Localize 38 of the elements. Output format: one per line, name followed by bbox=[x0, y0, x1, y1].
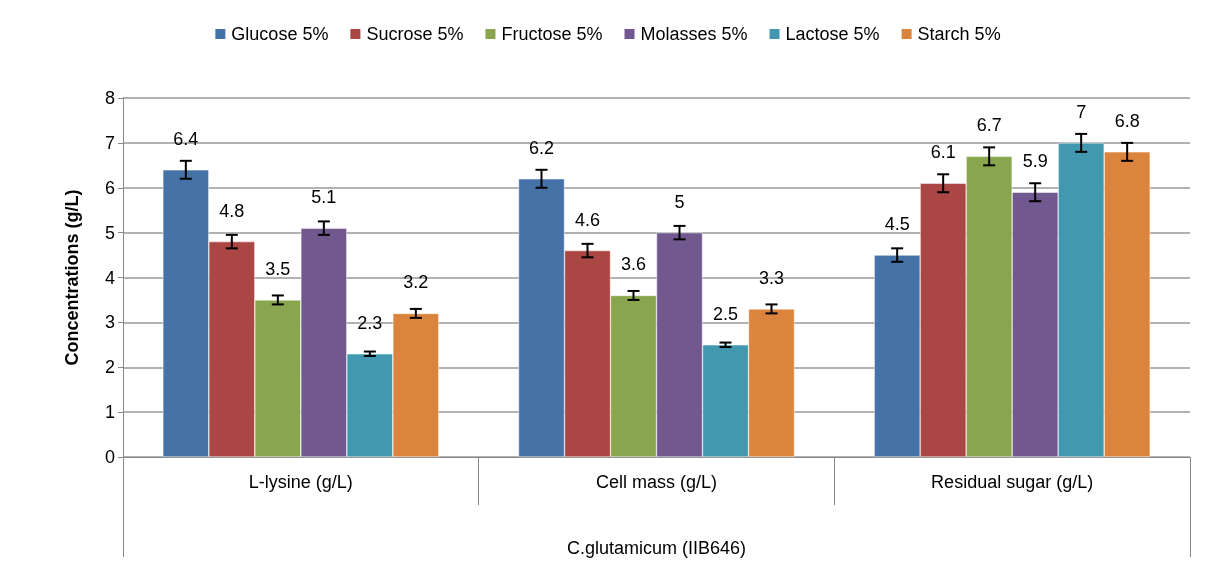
y-axis-title: Concentrations (g/L) bbox=[62, 189, 82, 366]
y-tick-label: 6 bbox=[104, 177, 115, 198]
y-tick-label: 3 bbox=[104, 312, 115, 333]
data-label: 3.5 bbox=[265, 258, 291, 279]
x-tick-label: Cell mass (g/L) bbox=[595, 472, 718, 492]
data-label: 6.2 bbox=[528, 137, 555, 158]
legend-label: Molasses 5% bbox=[640, 24, 748, 44]
data-label: 6.4 bbox=[173, 128, 199, 149]
data-label: 6.7 bbox=[976, 115, 1002, 136]
x-tick-label: L-lysine (g/L) bbox=[248, 472, 353, 492]
y-tick-label: 2 bbox=[104, 357, 115, 378]
data-label: 4.8 bbox=[219, 200, 245, 221]
x-tick-label: Residual sugar (g/L) bbox=[931, 472, 1094, 492]
data-label: 2.3 bbox=[357, 312, 383, 333]
data-label: 3.6 bbox=[620, 254, 647, 275]
y-tick-label: 1 bbox=[104, 402, 115, 423]
y-tick-label: 5 bbox=[104, 222, 115, 243]
legend-label: Glucose 5% bbox=[231, 24, 329, 44]
legend-label: Sucrose 5% bbox=[366, 24, 464, 44]
legend-label: Fructose 5% bbox=[501, 24, 603, 44]
data-label: 4.5 bbox=[884, 214, 910, 235]
y-tick-label: 0 bbox=[104, 447, 115, 467]
x-axis-title: C.glutamicum (IIB646) bbox=[566, 538, 747, 558]
data-label: 7 bbox=[1076, 101, 1087, 122]
data-label: 4.6 bbox=[574, 209, 601, 230]
data-label: 2.5 bbox=[712, 303, 739, 324]
data-label: 5.1 bbox=[311, 187, 337, 208]
data-label: 6.1 bbox=[930, 142, 956, 163]
legend-label: Starch 5% bbox=[917, 24, 1001, 44]
y-tick-label: 7 bbox=[104, 132, 115, 153]
data-label: 5.9 bbox=[1022, 151, 1048, 172]
legend-label: Lactose 5% bbox=[785, 24, 880, 44]
y-tick-label: 8 bbox=[104, 88, 115, 108]
data-label: 6.8 bbox=[1114, 110, 1140, 131]
y-tick-label: 4 bbox=[104, 267, 115, 288]
data-label: 5 bbox=[674, 191, 685, 212]
data-label: 3.3 bbox=[758, 267, 785, 288]
data-label: 3.2 bbox=[403, 272, 429, 293]
